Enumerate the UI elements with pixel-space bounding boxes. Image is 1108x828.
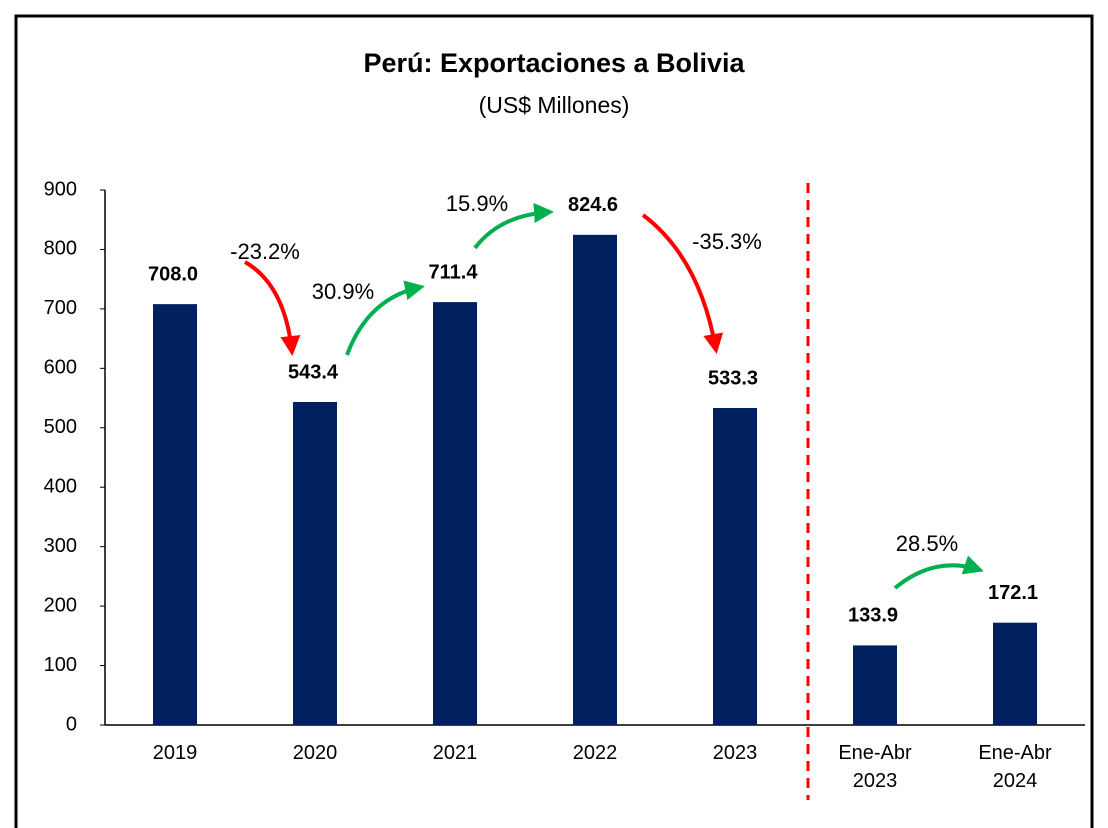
bar	[853, 645, 897, 725]
x-tick-label-box: Ene-Abr 2024	[978, 742, 1052, 792]
x-tick-label-box: 2020	[292, 742, 338, 764]
y-tick-label: 900	[44, 178, 77, 200]
y-tick-label: 200	[44, 594, 77, 616]
x-tick-label: 2022	[572, 742, 618, 764]
bar	[433, 302, 477, 725]
value-label: 172.1	[988, 582, 1038, 604]
growth-label: -35.3%	[692, 229, 762, 254]
growth-label: 15.9%	[446, 191, 508, 216]
value-label: 708.0	[148, 263, 198, 285]
chart-title: Perú: Exportaciones a Bolivia	[363, 48, 745, 78]
y-tick-label: 800	[44, 238, 77, 260]
bar	[153, 304, 197, 725]
x-tick-label-box: Ene-Abr 2023	[838, 742, 912, 792]
growth-label: 30.9%	[312, 279, 374, 304]
x-tick-label: Ene-Abr 2023	[838, 742, 912, 792]
value-label: 543.4	[288, 361, 339, 383]
value-label: 133.9	[848, 605, 898, 627]
bar	[713, 407, 757, 725]
y-tick-label: 700	[44, 297, 77, 319]
x-tick-label: 2021	[432, 742, 478, 764]
growth-arrow	[893, 555, 984, 590]
frame	[14, 14, 1094, 828]
growth-label: -23.2%	[230, 239, 300, 264]
chart-subtitle: (US$ Millones)	[479, 92, 630, 118]
x-tick-label-box: 2021	[432, 742, 478, 764]
value-label: 711.4	[429, 261, 479, 283]
y-tick-label: 0	[66, 713, 77, 735]
growth-arrow	[473, 202, 554, 250]
y-tick-label: 300	[44, 535, 77, 557]
value-label: 533.3	[708, 367, 758, 389]
y-tick-label: 100	[44, 654, 77, 676]
x-tick-label: 2020	[292, 742, 338, 764]
growth-arrow	[345, 280, 425, 356]
growth-arrow	[243, 260, 301, 356]
bar	[293, 401, 337, 725]
x-tick-label: 2023	[712, 742, 758, 764]
x-tick-label: 2019	[152, 742, 198, 764]
growth-label: 28.5%	[896, 531, 958, 556]
x-tick-label-box: 2023	[712, 742, 758, 764]
y-tick-label: 500	[44, 416, 77, 438]
growth-arrow	[641, 213, 724, 354]
x-tick-label-box: 2019	[152, 742, 198, 764]
y-tick-label: 600	[44, 357, 77, 379]
y-tick-label: 400	[44, 476, 77, 498]
bar	[993, 622, 1037, 725]
x-tick-label: Ene-Abr 2024	[978, 742, 1052, 792]
x-tick-label-box: 2022	[572, 742, 618, 764]
value-label: 824.6	[568, 194, 618, 216]
bar	[573, 234, 617, 725]
